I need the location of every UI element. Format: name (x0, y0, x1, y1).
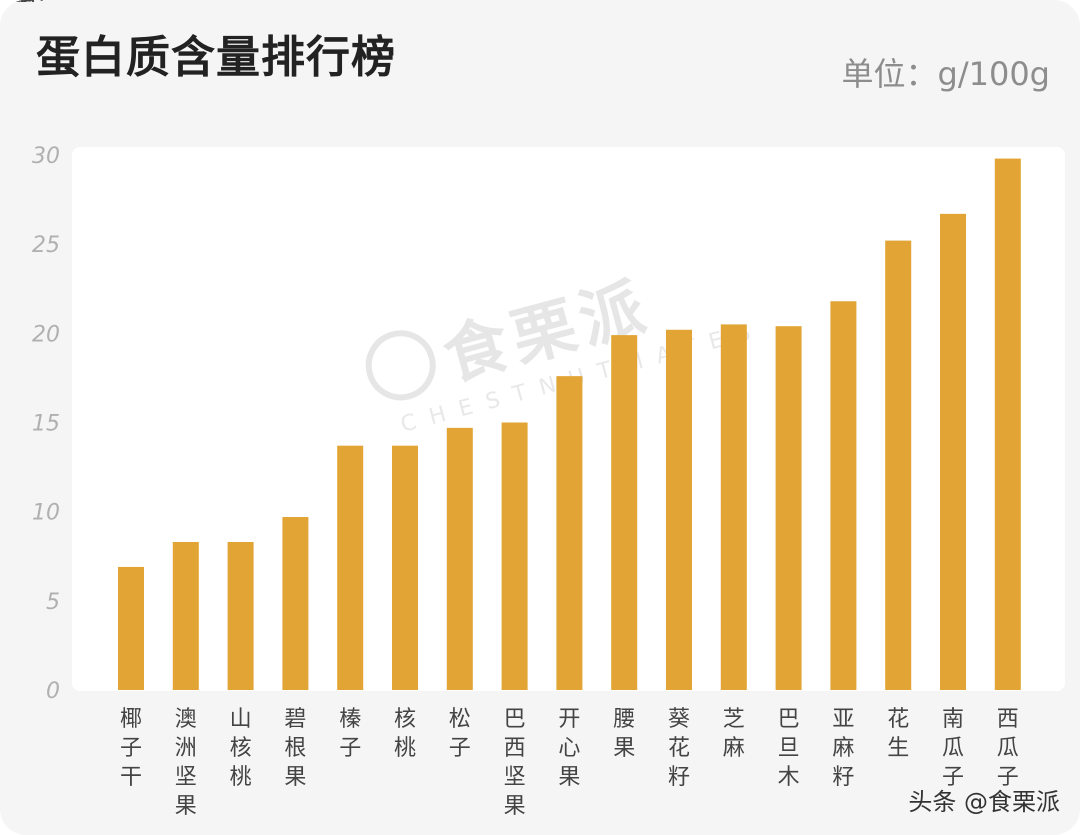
x-category-label: 腰果腰果 (0, 0, 635, 761)
bar (501, 422, 528, 690)
y-tick-label: 15 (32, 412, 60, 437)
chart-title: 蛋白质含量排行榜 (36, 32, 396, 83)
y-tick-label: 10 (32, 501, 60, 526)
footer-credit: 头条 @食栗派 (908, 788, 1060, 816)
bar (337, 445, 364, 690)
y-tick-label: 30 (32, 144, 60, 169)
y-tick-label: 20 (32, 322, 60, 347)
bar (282, 517, 309, 690)
y-tick-label: 0 (46, 679, 60, 704)
bar (556, 376, 583, 690)
bar (611, 335, 638, 690)
bar (994, 158, 1021, 691)
bar (720, 324, 747, 690)
x-category-label: 澳洲坚果澳洲坚果 (0, 0, 197, 819)
bar (118, 566, 144, 690)
x-category-label: 碧根果碧根果 (0, 0, 306, 790)
y-tick-label: 25 (32, 233, 60, 258)
bar (885, 240, 912, 690)
bar (392, 445, 418, 690)
bar (227, 541, 254, 690)
unit-label: 单位：g/100g (841, 55, 1051, 93)
bar (666, 329, 692, 690)
x-category-label: 巴西坚果巴西坚果 (0, 0, 526, 819)
bar (940, 213, 966, 690)
bar (172, 541, 199, 690)
bar (446, 427, 473, 690)
x-category-label: 南瓜子南瓜子 (0, 0, 964, 790)
y-tick-label: 5 (46, 590, 60, 615)
bar (830, 301, 857, 690)
bar (775, 326, 802, 690)
